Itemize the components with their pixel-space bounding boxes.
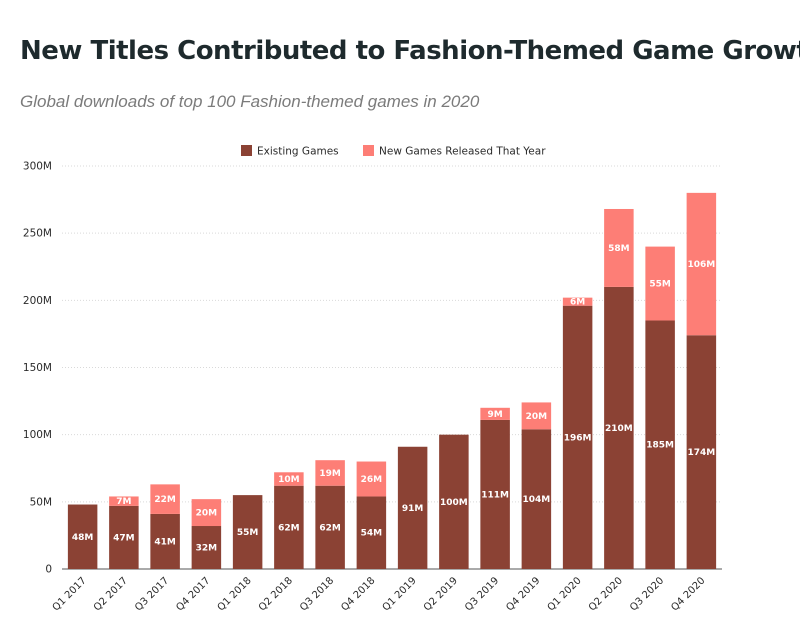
data-label: 10M (278, 475, 300, 485)
bar-new (356, 461, 387, 497)
bar-existing (274, 485, 304, 569)
data-label: 104M (523, 495, 551, 505)
y-tick-label: 250M (23, 228, 52, 240)
data-label: 111M (481, 490, 509, 500)
bar-existing (562, 305, 593, 569)
x-tick-label: Q4 2017 (174, 575, 212, 613)
data-label: 58M (608, 244, 630, 254)
bar-new (562, 297, 593, 306)
bar-new (521, 402, 552, 430)
data-label: 41M (154, 537, 176, 547)
x-tick-label: Q4 2018 (339, 575, 377, 613)
y-tick-label: 50M (30, 496, 52, 508)
data-label: 62M (278, 523, 300, 533)
x-tick-label: Q4 2019 (504, 575, 542, 613)
bar-new (480, 407, 510, 420)
page-subtitle: Global downloads of top 100 Fashion-them… (20, 92, 480, 111)
bar-new (686, 192, 717, 336)
data-label: 32M (196, 544, 218, 554)
data-label: 20M (526, 412, 548, 422)
y-tick-label: 0 (45, 564, 52, 576)
bar-existing (109, 505, 139, 569)
bar-existing (604, 286, 634, 569)
bar-existing (356, 496, 387, 569)
bar-existing (686, 335, 717, 569)
y-tick-label: 300M (23, 161, 52, 173)
bar-existing (645, 320, 675, 569)
bar-existing (150, 513, 180, 569)
bar-existing (521, 429, 552, 569)
data-label: 22M (154, 495, 176, 505)
legend-swatch-existing (241, 145, 252, 156)
data-label: 9M (488, 410, 503, 420)
x-tick-label: Q1 2019 (381, 575, 419, 613)
data-label: 91M (402, 504, 424, 514)
y-axis: 0 50M 100M 150M 200M 250M 300M (23, 161, 52, 576)
data-label: 55M (237, 528, 259, 538)
data-label: 26M (361, 475, 383, 485)
x-tick-label: Q1 2020 (546, 575, 584, 613)
bar-existing (232, 495, 263, 569)
bar-new (274, 472, 304, 486)
data-label: 100M (440, 498, 468, 508)
data-label: 7M (116, 497, 131, 507)
x-tick-label: Q2 2018 (257, 575, 295, 613)
x-tick-label: Q2 2017 (92, 575, 130, 613)
data-label: 106M (688, 260, 716, 270)
x-tick-label: Q1 2018 (216, 575, 254, 613)
legend-label-new: New Games Released That Year (379, 146, 546, 158)
data-label: 55M (649, 280, 671, 290)
data-label: 54M (361, 529, 383, 539)
bar-existing (315, 485, 345, 569)
x-tick-label: Q2 2020 (587, 575, 625, 613)
data-labels: 48M 47M 7M 41M 22M 32M 20M 55M 62M 10M 62M 19M 54M 26… (72, 244, 715, 554)
y-tick-label: 100M (23, 429, 52, 441)
data-label: 174M (688, 448, 716, 458)
data-label: 19M (319, 469, 341, 479)
bars (67, 192, 717, 569)
bar-new (604, 208, 634, 287)
bar-new (191, 499, 222, 527)
x-tick-label: Q3 2017 (133, 575, 171, 613)
x-tick-label: Q3 2018 (298, 575, 336, 613)
y-tick-label: 200M (23, 295, 52, 307)
chart-legend: Existing Games New Games Released That Y… (241, 145, 546, 158)
x-tick-label: Q4 2020 (669, 575, 707, 613)
bar-new (645, 246, 675, 321)
x-tick-label: Q3 2020 (628, 575, 666, 613)
data-label: 196M (564, 433, 592, 443)
data-label: 6M (570, 298, 585, 308)
page-title: New Titles Contributed to Fashion-Themed… (20, 36, 800, 66)
legend-label-existing: Existing Games (257, 146, 339, 158)
x-tick-label: Q1 2017 (51, 575, 89, 613)
bar-existing (191, 526, 222, 569)
data-label: 210M (605, 424, 633, 434)
bar-existing (67, 504, 98, 569)
x-tick-label: Q2 2019 (422, 575, 460, 613)
bar-existing (397, 446, 428, 569)
data-label: 62M (319, 523, 341, 533)
x-axis: Q1 2017 Q2 2017 Q3 2017 Q4 2017 Q1 2018 Q2 20… (51, 575, 708, 613)
data-label: 185M (646, 441, 674, 451)
data-label: 20M (196, 509, 218, 519)
bar-new (109, 496, 139, 506)
y-tick-label: 150M (23, 362, 52, 374)
data-label: 48M (72, 533, 94, 543)
bar-new (150, 484, 180, 514)
legend-swatch-new (363, 145, 374, 156)
bar-existing (480, 419, 510, 569)
data-label: 47M (113, 533, 135, 543)
bar-existing (439, 434, 469, 569)
bar-new (315, 460, 345, 486)
x-tick-label: Q3 2019 (463, 575, 501, 613)
